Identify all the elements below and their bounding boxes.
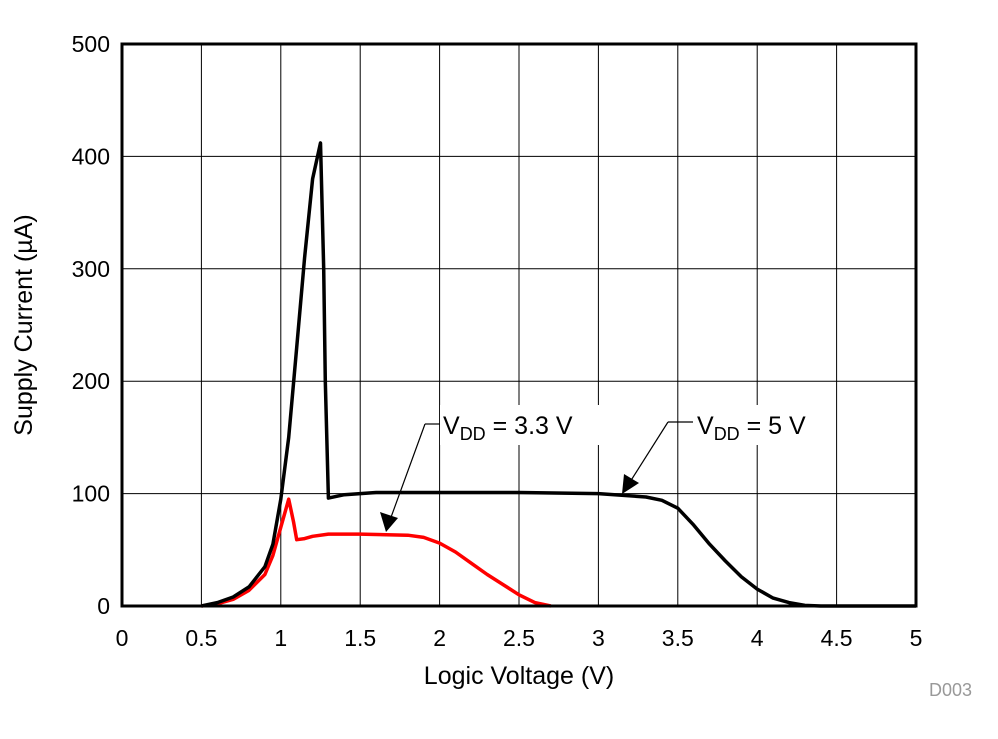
y-tick-label: 100 (72, 481, 110, 507)
label-3v3: VDD = 3.3 V (443, 412, 573, 444)
x-tick-label: 0.5 (185, 625, 217, 651)
arrowhead-3v3 (380, 512, 398, 532)
annotations: VDD = 3.3 V VDD = 5 V (380, 405, 833, 532)
x-tick-label: 3 (592, 625, 605, 651)
y-tick-label: 300 (72, 256, 110, 282)
x-axis-label: Logic Voltage (V) (424, 662, 614, 690)
curves (201, 141, 916, 608)
x-tick-label: 2.5 (503, 625, 535, 651)
x-tick-label: 4 (751, 625, 764, 651)
y-axis-label: Supply Current (µA) (10, 214, 38, 435)
label-5v: VDD = 5 V (697, 412, 806, 444)
arrowhead-5v (622, 474, 639, 494)
x-tick-label: 1.5 (344, 625, 376, 651)
x-tick-label: 0 (116, 625, 129, 651)
y-tick-label: 200 (72, 368, 110, 394)
y-tick-label: 400 (72, 143, 110, 169)
y-tick-label: 0 (97, 593, 110, 619)
watermark: D003 (929, 680, 972, 700)
x-tick-label: 4.5 (821, 625, 853, 651)
series-line-vdd-3v3 (201, 497, 552, 608)
x-tick-label: 2 (433, 625, 446, 651)
x-tick-label: 5 (910, 625, 923, 651)
x-tick-label: 3.5 (662, 625, 694, 651)
y-tick-label: 500 (72, 31, 110, 57)
series-line-vdd-5v (201, 141, 916, 608)
x-tick-label: 1 (274, 625, 287, 651)
callout-arrow-5v (629, 421, 669, 483)
callout-arrow-3v3 (389, 423, 426, 521)
plot-frame (120, 42, 918, 608)
grid (121, 43, 917, 607)
